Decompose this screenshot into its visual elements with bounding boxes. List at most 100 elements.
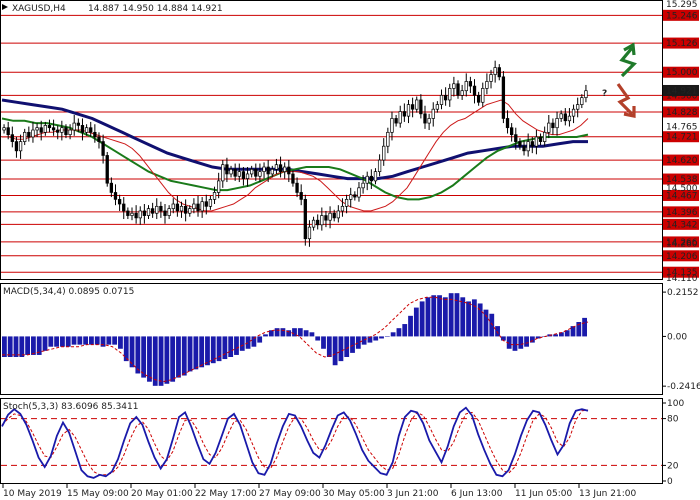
candle-body (56, 129, 60, 133)
current-price-label-bg (663, 84, 699, 96)
macd-bar (570, 326, 576, 337)
macd-bar (541, 336, 547, 337)
macd-bar (25, 336, 31, 355)
candle-body (373, 171, 378, 182)
macd-bar (297, 328, 303, 337)
stoch-title: Stoch(5,3,3) 83.6096 85.3411 (3, 402, 138, 412)
macd-bar (471, 299, 477, 337)
macd-bar (396, 328, 402, 337)
candle-body (390, 118, 394, 133)
stoch-panel-frame (0, 398, 663, 484)
level-label-bg-7 (663, 173, 699, 185)
macd-bar (454, 293, 460, 337)
candle-body (481, 88, 485, 103)
candle-body (332, 212, 336, 219)
candle-body (229, 168, 233, 175)
candle-body (349, 194, 353, 200)
macd-bar (355, 336, 361, 349)
candle-body (2, 127, 6, 131)
candle-body (336, 210, 340, 219)
macd-bar (13, 336, 19, 357)
level-label-bg-9 (663, 206, 699, 218)
candle-body (518, 141, 522, 147)
x-tick-label-2: 20 May 01:00 (131, 489, 193, 499)
macd-bar (94, 336, 100, 345)
stoch-tick-label-1: 80 (667, 415, 679, 425)
candle-body (456, 83, 460, 96)
macd-bar (263, 334, 268, 337)
candle-body (39, 127, 43, 133)
macd-bar (303, 330, 309, 337)
candle-body (43, 125, 47, 133)
candle-body (316, 219, 320, 226)
candle-body (311, 219, 316, 228)
candle-body (485, 81, 489, 89)
macd-bar (77, 336, 83, 345)
macd-bar (361, 336, 367, 345)
macd-bar (506, 336, 512, 349)
level-label-10: 14.342 (666, 220, 698, 230)
candle-body (328, 212, 332, 221)
candle-body (155, 205, 159, 214)
chart-header-ohlc: 14.887 14.950 14.884 14.921 (88, 4, 223, 14)
candle-body (175, 203, 180, 212)
candle-body (559, 113, 563, 119)
macd-bar (274, 328, 280, 337)
macd-bar (216, 336, 222, 362)
candle-body (365, 175, 369, 184)
macd-bar (205, 336, 210, 366)
candle-body (266, 166, 270, 175)
candle-body (580, 97, 584, 105)
candle-body (31, 129, 35, 138)
candle-body (501, 76, 506, 119)
macd-bar (2, 336, 7, 357)
candle-body (439, 94, 444, 105)
macd-bar (60, 336, 65, 347)
candle-body (126, 210, 130, 216)
candle-body (270, 168, 274, 175)
macd-bar (100, 336, 106, 347)
candle-body (435, 104, 440, 110)
level-label-8: 14.467 (666, 191, 698, 201)
candle-body (60, 127, 64, 133)
candle-body (468, 81, 473, 87)
candle-body (369, 175, 373, 182)
candle-body (109, 182, 114, 193)
candle-body (18, 141, 23, 152)
macd-bar (321, 336, 326, 349)
candle-body (6, 127, 10, 135)
level-label-bg-4 (663, 106, 699, 118)
level-label-5: 14.721 (666, 133, 698, 143)
level-label-4: 14.828 (666, 108, 698, 118)
candle-body (452, 83, 456, 89)
candle-body (538, 136, 543, 142)
macd-bar (431, 295, 437, 337)
macd-bar (280, 328, 286, 337)
macd-bar (448, 293, 454, 337)
candle-body (377, 159, 382, 172)
macd-bar (402, 324, 408, 337)
macd-bar (48, 336, 54, 347)
arrow-down-icon (616, 83, 634, 116)
macd-tick-label-2: -0.2416 (667, 382, 700, 392)
price-tick-label-0: 15.295 (666, 0, 698, 10)
macd-bar (19, 336, 25, 357)
candle-body (443, 94, 448, 101)
macd-bar (65, 336, 71, 347)
question-icon: ? (602, 89, 607, 99)
candle-body (415, 99, 419, 110)
candle-body (419, 99, 423, 115)
candle-body (530, 141, 534, 147)
macd-bar (164, 336, 170, 384)
macd-bar (582, 317, 587, 337)
macd-bar (89, 336, 94, 345)
macd-bar (245, 336, 251, 349)
candle-body (217, 180, 221, 193)
candle-body (163, 210, 167, 216)
candle-body (555, 118, 559, 129)
candle-body (382, 145, 386, 161)
candle-body (188, 208, 192, 214)
level-label-bg-12 (663, 250, 699, 262)
macd-bar (350, 336, 355, 353)
candle-body (497, 67, 501, 78)
